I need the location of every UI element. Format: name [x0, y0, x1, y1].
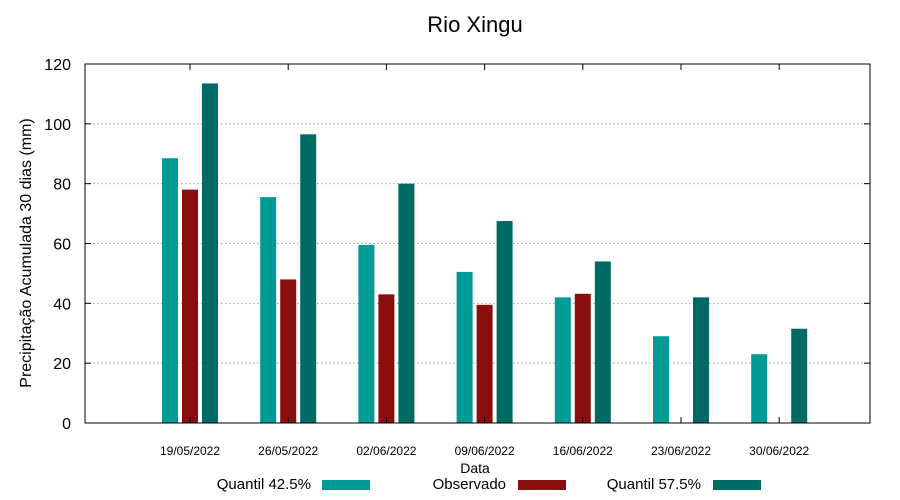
- legend-label: Quantil 42.5%: [217, 476, 311, 493]
- legend-label: Observado: [433, 476, 506, 493]
- bar-0-4: [554, 297, 571, 423]
- bar-1-3: [476, 304, 493, 423]
- bar-2-1: [300, 134, 317, 423]
- y-tick-label: 0: [62, 416, 71, 433]
- y-tick-label: 80: [53, 177, 71, 194]
- x-tick-label: 09/06/2022: [455, 444, 515, 458]
- bar-1-4: [574, 293, 591, 423]
- bar-1-1: [280, 279, 297, 423]
- y-tick-label: 120: [44, 57, 71, 74]
- y-tick-label: 20: [53, 356, 71, 373]
- bar-2-6: [791, 328, 808, 423]
- bar-1-2: [378, 294, 395, 423]
- bars: [162, 83, 808, 424]
- y-tick-label: 100: [44, 117, 71, 134]
- x-tick-label: 30/06/2022: [749, 444, 809, 458]
- bar-0-2: [358, 244, 375, 423]
- y-ticks: 0 20 40 60 80 100 120: [44, 57, 870, 433]
- legend-swatch: [322, 480, 370, 490]
- bar-0-6: [751, 354, 768, 423]
- bar-2-0: [202, 83, 218, 423]
- legend-label: Quantil 57.5%: [607, 476, 701, 493]
- legend-swatch: [518, 480, 566, 490]
- x-tick-label: 02/06/2022: [356, 444, 416, 458]
- legend: Quantil 42.5% Observado Quantil 57.5%: [217, 476, 761, 493]
- y-tick-label: 60: [53, 237, 71, 254]
- bar-2-4: [594, 261, 611, 423]
- bar-0-3: [456, 271, 473, 423]
- x-ticks: 19/05/2022 26/05/2022 02/06/2022 09/06/2022…: [160, 64, 810, 458]
- x-tick-label: 16/06/2022: [553, 444, 613, 458]
- bar-0-0: [162, 158, 178, 424]
- x-tick-label: 23/06/2022: [651, 444, 711, 458]
- bar-0-1: [260, 197, 277, 423]
- chart-title: Rio Xingu: [427, 12, 522, 37]
- bar-1-0: [182, 189, 198, 423]
- bar-2-3: [496, 221, 513, 423]
- legend-swatch: [713, 480, 761, 490]
- bar-2-5: [693, 297, 709, 423]
- bar-2-2: [398, 183, 415, 423]
- x-tick-label: 19/05/2022: [160, 444, 220, 458]
- x-tick-label: 26/05/2022: [258, 444, 318, 458]
- y-axis-label: Precipitação Acumulada 30 dias (mm): [18, 118, 35, 387]
- x-axis-label: Data: [460, 460, 490, 476]
- y-tick-label: 40: [53, 296, 71, 313]
- bar-0-5: [653, 336, 669, 423]
